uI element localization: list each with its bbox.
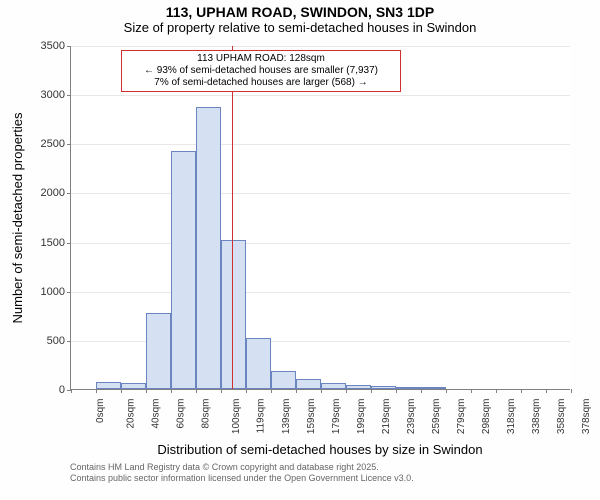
x-tick-label: 338sqm (531, 399, 542, 435)
histogram-bar (246, 338, 271, 389)
x-tick-label: 219sqm (381, 399, 392, 435)
x-tick-label: 100sqm (231, 399, 242, 435)
footer-attribution: Contains HM Land Registry data © Crown c… (70, 462, 414, 484)
y-tick-label: 500 (47, 335, 71, 347)
gridline (71, 243, 570, 244)
x-tick-mark (171, 389, 172, 393)
histogram-bar (96, 382, 121, 389)
y-tick-label: 0 (59, 384, 71, 396)
histogram-bar (221, 240, 246, 389)
x-tick-label: 358sqm (556, 399, 567, 435)
x-tick-label: 298sqm (481, 399, 492, 435)
x-tick-mark (446, 389, 447, 393)
y-tick-label: 3000 (41, 89, 71, 101)
x-tick-mark (571, 389, 572, 393)
y-tick-label: 3500 (41, 40, 71, 52)
histogram-bar (371, 386, 396, 389)
x-tick-mark (221, 389, 222, 393)
gridline (71, 292, 570, 293)
x-axis-label: Distribution of semi-detached houses by … (70, 442, 570, 457)
footer-line2: Contains public sector information licen… (70, 473, 414, 484)
x-tick-mark (296, 389, 297, 393)
x-tick-mark (321, 389, 322, 393)
x-tick-label: 139sqm (281, 399, 292, 435)
x-tick-mark (421, 389, 422, 393)
histogram-bar (171, 151, 196, 389)
x-tick-mark (371, 389, 372, 393)
histogram-bar (396, 387, 421, 389)
y-tick-label: 1000 (41, 286, 71, 298)
histogram-bar (296, 379, 321, 389)
x-tick-label: 20sqm (126, 399, 137, 429)
x-tick-mark (471, 389, 472, 393)
marker-line (232, 46, 233, 389)
x-tick-mark (96, 389, 97, 393)
x-tick-label: 239sqm (406, 399, 417, 435)
x-tick-label: 279sqm (456, 399, 467, 435)
histogram-bar (421, 387, 446, 389)
x-tick-mark (146, 389, 147, 393)
y-tick-label: 2500 (41, 138, 71, 150)
gridline (71, 46, 570, 47)
annotation-line2: ← 93% of semi-detached houses are smalle… (128, 65, 394, 77)
annotation-line3: 7% of semi-detached houses are larger (5… (128, 77, 394, 89)
x-tick-label: 378sqm (581, 399, 592, 435)
histogram-bar (321, 383, 346, 389)
gridline (71, 144, 570, 145)
histogram-bar (271, 371, 296, 389)
x-tick-mark (121, 389, 122, 393)
histogram-bar (146, 313, 171, 389)
x-tick-label: 119sqm (255, 399, 266, 434)
histogram-bar (346, 385, 371, 389)
annotation-box: 113 UPHAM ROAD: 128sqm← 93% of semi-deta… (121, 50, 401, 92)
annotation-line1: 113 UPHAM ROAD: 128sqm (128, 53, 394, 65)
x-tick-label: 318sqm (506, 399, 517, 435)
x-tick-mark (496, 389, 497, 393)
x-tick-mark (396, 389, 397, 393)
x-tick-mark (271, 389, 272, 393)
y-tick-label: 1500 (41, 237, 71, 249)
x-tick-label: 259sqm (431, 399, 442, 435)
x-tick-mark (546, 389, 547, 393)
x-tick-label: 159sqm (306, 399, 317, 435)
plot-area: 05001000150020002500300035000sqm20sqm40s… (70, 46, 570, 390)
x-tick-mark (521, 389, 522, 393)
histogram-bar (196, 107, 221, 389)
x-tick-label: 80sqm (201, 399, 212, 429)
x-tick-label: 40sqm (151, 399, 162, 429)
chart-title-line2: Size of property relative to semi-detach… (0, 20, 600, 39)
x-tick-mark (246, 389, 247, 393)
footer-line1: Contains HM Land Registry data © Crown c… (70, 462, 414, 473)
x-tick-label: 60sqm (176, 399, 187, 429)
x-tick-label: 0sqm (95, 399, 106, 423)
gridline (71, 95, 570, 96)
x-tick-mark (346, 389, 347, 393)
x-tick-mark (71, 389, 72, 393)
x-tick-label: 179sqm (331, 399, 342, 435)
gridline (71, 193, 570, 194)
histogram-bar (121, 383, 146, 389)
y-axis-label: Number of semi-detached properties (10, 46, 25, 390)
chart-title-line1: 113, UPHAM ROAD, SWINDON, SN3 1DP (0, 0, 600, 20)
y-tick-label: 2000 (41, 187, 71, 199)
x-tick-mark (196, 389, 197, 393)
chart-container: 113, UPHAM ROAD, SWINDON, SN3 1DP Size o… (0, 0, 600, 500)
x-tick-label: 199sqm (356, 399, 367, 435)
